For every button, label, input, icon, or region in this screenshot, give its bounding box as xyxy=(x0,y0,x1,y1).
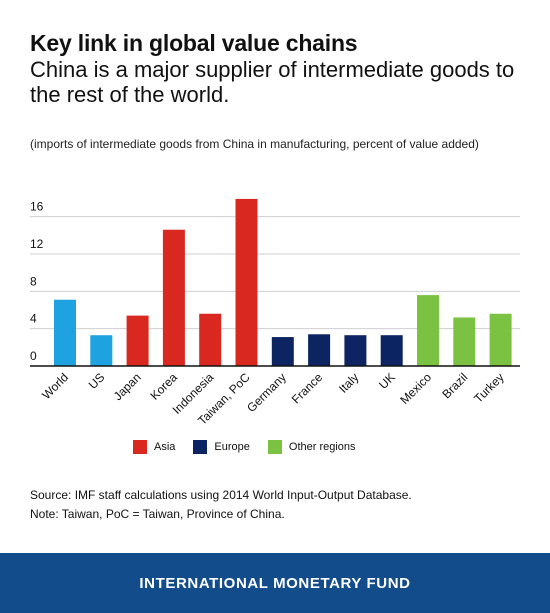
x-tick-label: Japan xyxy=(111,370,144,403)
bar xyxy=(344,335,367,366)
x-tick-label: Korea xyxy=(147,370,180,403)
bar xyxy=(489,313,512,366)
y-tick-label: 4 xyxy=(30,312,37,326)
footer-banner: INTERNATIONAL MONETARY FUND xyxy=(0,553,550,613)
y-tick-label: 8 xyxy=(30,274,37,288)
legend-swatch-europe xyxy=(193,440,208,454)
x-tick-label: Turkey xyxy=(471,370,507,406)
bar xyxy=(417,295,439,366)
note-text: Note: Taiwan, PoC = Taiwan, Province of … xyxy=(30,507,285,521)
y-tick-label: 12 xyxy=(30,237,44,251)
bar xyxy=(90,335,113,366)
x-tick-label: France xyxy=(289,370,326,407)
bar xyxy=(54,299,76,366)
x-tick-label: Italy xyxy=(336,370,361,395)
chart-subtitle: China is a major supplier of intermediat… xyxy=(30,57,515,107)
x-tick-label: US xyxy=(86,370,108,392)
y-tick-label: 16 xyxy=(30,200,44,214)
legend-swatch-other-regions xyxy=(267,440,282,454)
legend-label-other-regions: Other regions xyxy=(288,441,356,453)
x-tick-label: Brazil xyxy=(439,370,470,401)
legend-label-asia: Asia xyxy=(154,441,176,453)
legend-swatch-asia xyxy=(133,440,147,454)
legend-label-europe: Europe xyxy=(214,441,250,453)
bar xyxy=(271,337,294,366)
legend-item-asia: Asia xyxy=(133,440,175,454)
source-text: Source: IMF staff calculations using 201… xyxy=(30,488,412,502)
footer-text: INTERNATIONAL MONETARY FUND xyxy=(139,574,411,592)
units-note: (imports of intermediate goods from Chin… xyxy=(30,137,479,151)
legend-item-other-regions: Other regions xyxy=(267,440,356,454)
bar xyxy=(380,335,403,366)
x-tick-label: Germany xyxy=(244,370,289,415)
legend-item-europe: Europe xyxy=(193,440,250,454)
legend: Asia Europe Other regions xyxy=(133,440,374,454)
y-tick-label: 0 xyxy=(30,349,37,363)
bar xyxy=(162,229,185,366)
bar xyxy=(126,315,149,366)
x-tick-label: UK xyxy=(376,370,398,392)
x-tick-label: Mexico xyxy=(397,370,434,407)
bar xyxy=(453,317,476,366)
bar xyxy=(235,198,258,366)
chart-title: Key link in global value chains xyxy=(30,30,358,56)
x-tick-label: World xyxy=(39,370,71,402)
bar xyxy=(199,313,222,366)
bar xyxy=(308,334,331,366)
source-notes: Source: IMF staff calculations using 201… xyxy=(30,486,412,524)
